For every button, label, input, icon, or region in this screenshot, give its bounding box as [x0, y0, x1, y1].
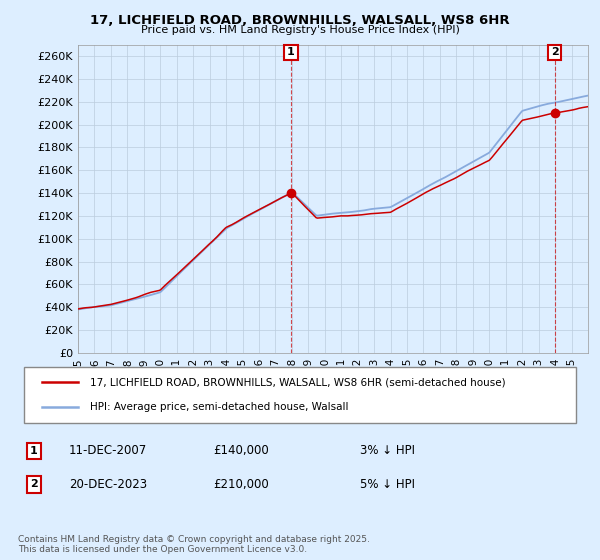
Text: 2: 2: [551, 48, 559, 58]
Text: 11-DEC-2007: 11-DEC-2007: [69, 444, 147, 458]
Text: 1: 1: [30, 446, 38, 456]
Text: 17, LICHFIELD ROAD, BROWNHILLS, WALSALL, WS8 6HR: 17, LICHFIELD ROAD, BROWNHILLS, WALSALL,…: [90, 14, 510, 27]
Text: Price paid vs. HM Land Registry's House Price Index (HPI): Price paid vs. HM Land Registry's House …: [140, 25, 460, 35]
Text: Contains HM Land Registry data © Crown copyright and database right 2025.
This d: Contains HM Land Registry data © Crown c…: [18, 535, 370, 554]
Text: HPI: Average price, semi-detached house, Walsall: HPI: Average price, semi-detached house,…: [90, 402, 349, 412]
Text: 2: 2: [30, 479, 38, 489]
Text: 20-DEC-2023: 20-DEC-2023: [69, 478, 147, 491]
Text: 3% ↓ HPI: 3% ↓ HPI: [360, 444, 415, 458]
Text: 1: 1: [287, 48, 295, 58]
Text: 5% ↓ HPI: 5% ↓ HPI: [360, 478, 415, 491]
Text: £140,000: £140,000: [213, 444, 269, 458]
Text: 17, LICHFIELD ROAD, BROWNHILLS, WALSALL, WS8 6HR (semi-detached house): 17, LICHFIELD ROAD, BROWNHILLS, WALSALL,…: [90, 377, 506, 388]
Text: £210,000: £210,000: [213, 478, 269, 491]
